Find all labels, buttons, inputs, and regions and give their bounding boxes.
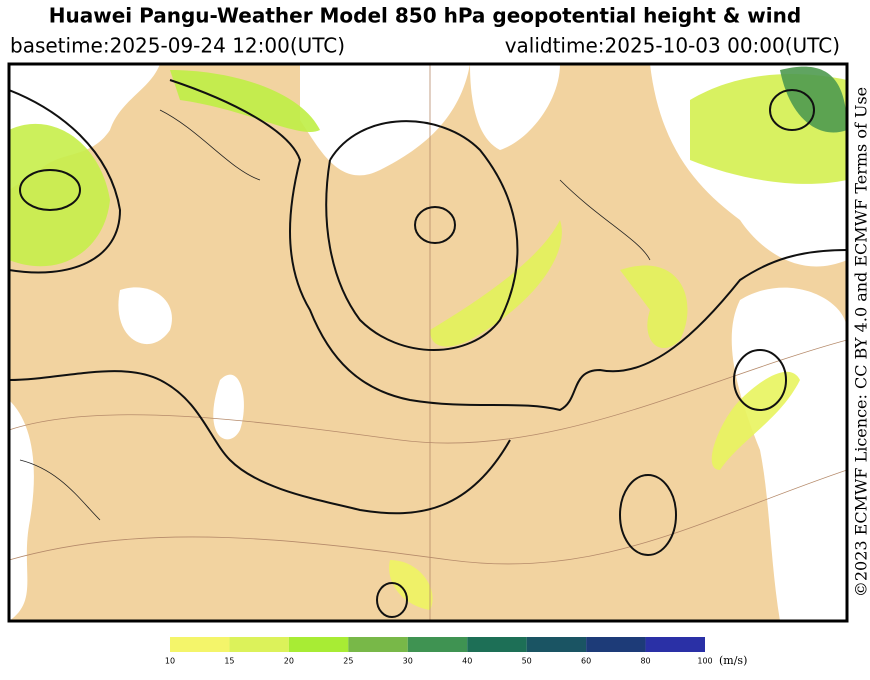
contour <box>169 79 847 412</box>
contour <box>325 120 519 351</box>
colorbar-tick-label: 20 <box>284 657 294 666</box>
colorbar-segment <box>407 637 468 652</box>
map <box>7 62 849 623</box>
colorbar-tick-label: 40 <box>462 657 472 666</box>
wind-shade <box>780 66 847 133</box>
wind-shade <box>389 560 433 610</box>
sea <box>9 400 34 621</box>
contour <box>376 582 408 618</box>
contour <box>414 206 456 244</box>
basetime: basetime:2025-09-24 12:00(UTC) <box>10 34 345 58</box>
colorbar-tick-label: 15 <box>224 657 234 666</box>
wind-shade <box>9 123 110 267</box>
colorbar: 10 15 20 25 30 40 50 60 80 100 (m/s) <box>165 637 747 667</box>
contour <box>619 474 677 556</box>
colorbar-segment <box>170 637 230 652</box>
wind-shade <box>620 265 688 349</box>
credit: ©2023 ECMWF Licence: CC BY 4.0 and ECMWF… <box>852 87 870 597</box>
colorbar-segment <box>586 637 646 652</box>
colorbar-tick-label: 30 <box>403 657 413 666</box>
grid-line <box>9 339 847 444</box>
colorbar-tick-label: 25 <box>343 657 353 666</box>
colorbar-segment <box>645 637 705 652</box>
colorbar-tick-label: 50 <box>522 657 532 666</box>
title: Huawei Pangu-Weather Model 850 hPa geopo… <box>49 4 801 28</box>
validtime: validtime:2025-10-03 00:00(UTC) <box>505 34 840 58</box>
map-frame <box>7 62 849 623</box>
sea <box>470 64 560 150</box>
wind-shade <box>430 220 562 347</box>
grid-line <box>9 469 847 565</box>
wind-shade <box>711 371 800 470</box>
colorbar-tick-label: 100 <box>697 657 712 666</box>
colorbar-segment <box>348 637 408 652</box>
sea <box>731 287 847 621</box>
colorbar-segment <box>229 637 289 652</box>
contour <box>9 370 511 515</box>
colorbar-segment <box>288 637 349 652</box>
sea <box>118 287 172 345</box>
colorbar-tick-label: 10 <box>165 657 175 666</box>
contour <box>769 89 815 131</box>
colorbar-segment <box>526 637 587 652</box>
contour <box>19 169 81 211</box>
colorbar-tick-label: 80 <box>640 657 650 666</box>
wind-shade <box>170 70 320 133</box>
colorbar-tick-label: 60 <box>581 657 591 666</box>
colorbar-segment <box>467 637 527 652</box>
coastline <box>19 109 651 521</box>
sea <box>213 374 244 440</box>
contour <box>733 349 787 411</box>
contour <box>9 89 122 274</box>
colorbar-unit: (m/s) <box>719 654 747 667</box>
sea <box>300 64 470 176</box>
